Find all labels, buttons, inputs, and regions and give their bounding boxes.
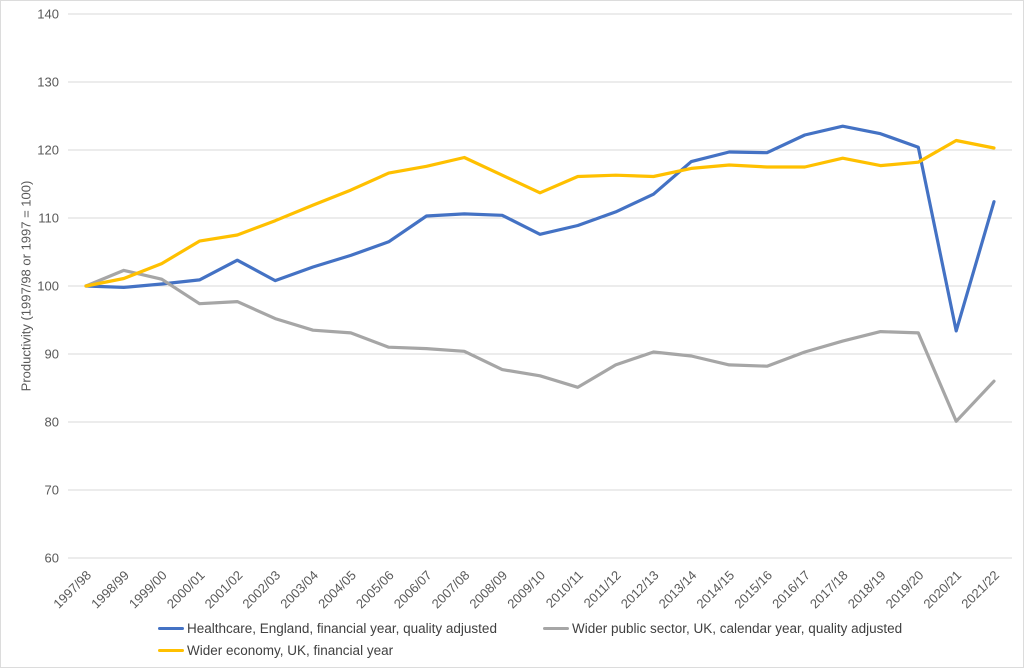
y-tick-label: 80: [45, 415, 59, 430]
x-tick-label: 2014/15: [693, 568, 737, 612]
x-tick-label: 2012/13: [618, 568, 662, 612]
line-chart: 60 70 80 90 100 110 120 130 140 1997/981998/99199…: [37, 7, 1012, 612]
x-tick-label: 2016/17: [769, 568, 813, 612]
y-tick-label: 60: [45, 551, 59, 566]
x-tick-label: 2000/01: [164, 568, 208, 612]
y-tick-label: 70: [45, 483, 59, 498]
legend-label-public-sector: Wider public sector, UK, calendar year, …: [571, 621, 903, 636]
x-tick-label: 2019/20: [883, 568, 927, 612]
x-tick-label: 1998/99: [88, 568, 132, 612]
series-line-2: [84, 138, 996, 288]
legend-line-swatch-public-sector: [542, 626, 569, 631]
y-tick-label: 120: [37, 143, 59, 158]
x-tick-label: 2020/21: [920, 568, 964, 612]
x-tick-label: 2005/06: [353, 568, 397, 612]
y-tick-label: 110: [38, 211, 59, 226]
series-line-0: [84, 124, 996, 333]
legend-label-healthcare: Healthcare, England, financial year, qua…: [187, 621, 497, 636]
legend-item-public-sector: Wider public sector, UK, calendar year, …: [542, 621, 903, 636]
x-tick-label: 2001/02: [202, 568, 246, 612]
legend-line-swatch-wider-economy: [158, 648, 184, 653]
x-tick-label: 2004/05: [315, 568, 359, 612]
legend-row-1: Healthcare, England, financial year, qua…: [158, 621, 902, 636]
x-tick-label: 2007/08: [429, 568, 473, 612]
x-tick-label: 2011/12: [581, 568, 624, 611]
legend-item-wider-economy: Wider economy, UK, financial year: [158, 643, 393, 658]
x-tick-label: 2002/03: [239, 568, 283, 612]
x-tick-label: 2017/18: [807, 568, 851, 612]
y-tick-label: 130: [37, 75, 59, 90]
x-tick-label: 2021/22: [958, 568, 1002, 612]
x-tick-label: 2009/10: [504, 568, 548, 612]
x-tick-label: 2006/07: [391, 568, 435, 612]
legend-row-2: Wider economy, UK, financial year: [158, 643, 902, 658]
y-tick-label: 140: [37, 7, 59, 22]
legend: Healthcare, England, financial year, qua…: [158, 621, 902, 658]
y-tick-label: 100: [37, 279, 59, 294]
x-tick-label: 1999/00: [126, 568, 170, 612]
legend-line-swatch-healthcare: [158, 626, 184, 631]
y-tick-label: 90: [45, 347, 59, 362]
x-tick-label: 1997/98: [50, 568, 94, 612]
x-tick-label: 2013/14: [656, 568, 700, 612]
legend-item-healthcare: Healthcare, England, financial year, qua…: [158, 621, 497, 636]
x-tick-label: 2018/19: [845, 568, 889, 612]
legend-label-wider-economy: Wider economy, UK, financial year: [187, 643, 394, 658]
y-axis-title: Productivity (1997/98 or 1997 = 100): [18, 180, 34, 392]
series-line-1: [84, 268, 996, 423]
x-tick-label: 2015/16: [731, 568, 775, 612]
x-tick-label: 2010/11: [543, 568, 586, 611]
x-tick-label: 2003/04: [277, 568, 321, 612]
x-tick-label: 2008/09: [466, 568, 510, 612]
